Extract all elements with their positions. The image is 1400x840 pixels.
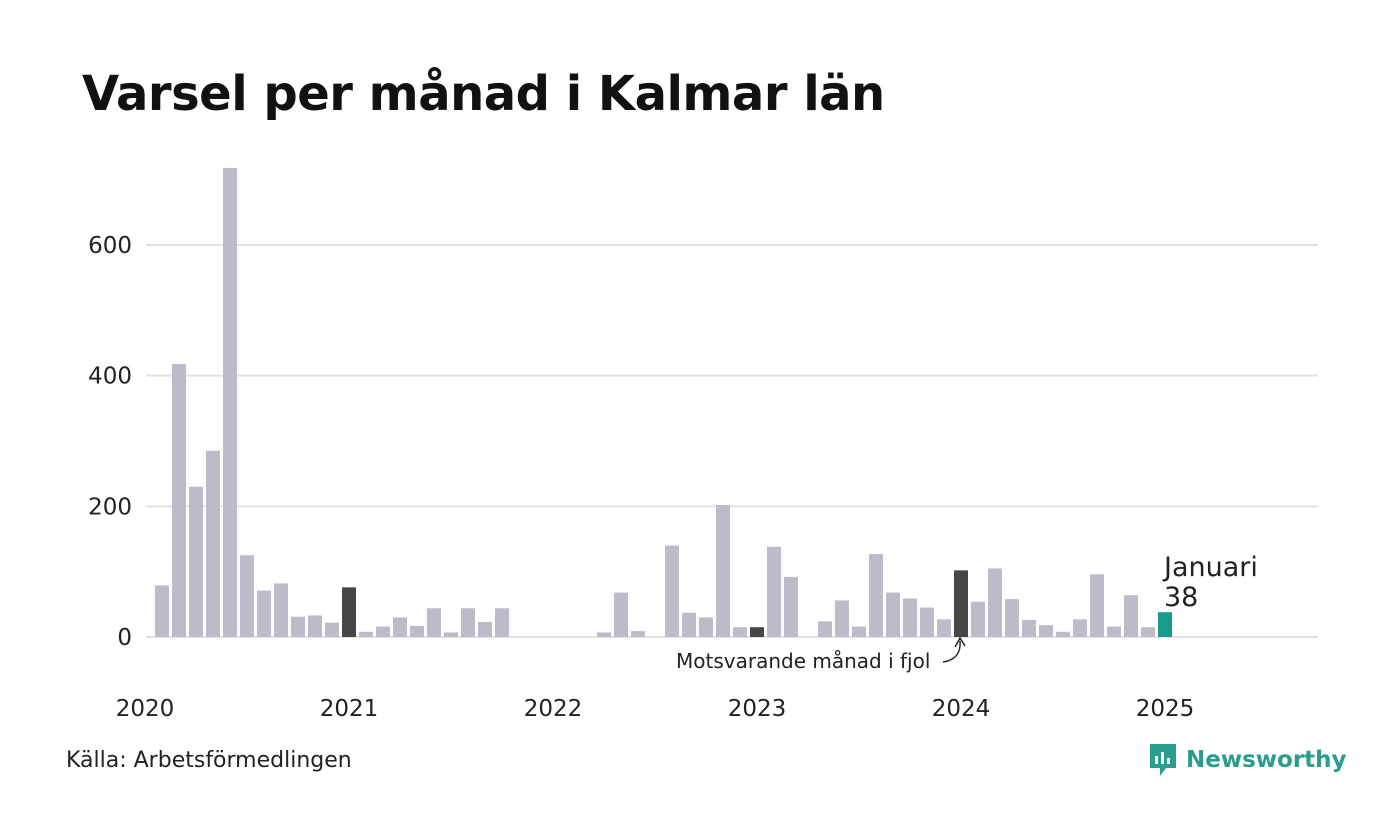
bar xyxy=(308,615,322,637)
bar xyxy=(393,617,407,637)
brand: Newsworthy xyxy=(1148,742,1347,778)
bar xyxy=(597,632,611,637)
bar xyxy=(614,592,628,637)
bar xyxy=(869,554,883,637)
bar xyxy=(886,592,900,637)
bar xyxy=(223,167,237,637)
bar xyxy=(172,363,186,637)
bar xyxy=(971,601,985,637)
bar xyxy=(1039,625,1053,637)
bar xyxy=(903,598,917,637)
y-tick-label: 200 xyxy=(88,494,132,520)
annotation-arrowhead xyxy=(954,636,966,648)
bar xyxy=(155,585,169,637)
bar-comparison xyxy=(750,627,764,637)
brand-name: Newsworthy xyxy=(1186,747,1347,773)
bar xyxy=(1073,619,1087,637)
bar xyxy=(1090,574,1104,637)
bar xyxy=(716,505,730,637)
x-tick-label: 2021 xyxy=(320,696,379,722)
bar-highlight xyxy=(1158,612,1172,637)
bar-comparison xyxy=(954,570,968,637)
bar xyxy=(1056,631,1070,637)
bar xyxy=(427,608,441,637)
bar xyxy=(461,608,475,637)
annotation-comparison: Motsvarande månad i fjol xyxy=(676,649,930,673)
bar-chart: 0 200 400 600 2020 2021 2022 2023 2024 2025 Mots… xyxy=(88,167,1318,722)
newsworthy-logo-icon xyxy=(1150,744,1176,776)
bar xyxy=(206,450,220,637)
bar xyxy=(325,622,339,637)
bar xyxy=(274,583,288,637)
gridlines xyxy=(146,244,1318,638)
x-tick-label: 2022 xyxy=(524,696,583,722)
chart-title: Varsel per månad i Kalmar län xyxy=(82,66,885,122)
bar xyxy=(1141,627,1155,637)
bar xyxy=(988,568,1002,637)
bar xyxy=(835,600,849,637)
annotation-arrow xyxy=(942,640,961,663)
bar xyxy=(699,617,713,637)
bar xyxy=(478,621,492,637)
bar xyxy=(631,631,645,637)
bar xyxy=(1107,626,1121,637)
bar xyxy=(937,619,951,637)
bar xyxy=(665,545,679,637)
bar xyxy=(920,607,934,637)
bar xyxy=(784,576,798,637)
bar xyxy=(410,625,424,637)
x-tick-label: 2024 xyxy=(932,696,991,722)
source-note: Källa: Arbetsförmedlingen xyxy=(66,748,352,773)
bar xyxy=(733,627,747,637)
y-tick-label: 0 xyxy=(117,625,132,651)
y-tick-label: 400 xyxy=(88,364,132,390)
bar xyxy=(359,631,373,637)
bar xyxy=(852,626,866,637)
bars xyxy=(155,167,1172,637)
bar xyxy=(1005,599,1019,637)
bar xyxy=(682,612,696,637)
bar xyxy=(257,590,271,637)
bar-comparison xyxy=(342,587,356,637)
bar xyxy=(444,632,458,637)
x-tick-label: 2025 xyxy=(1136,696,1195,722)
bar xyxy=(1124,595,1138,637)
y-axis-ticks: 0 200 400 600 xyxy=(88,233,132,651)
bar xyxy=(818,621,832,637)
highlight-value-label: 38 xyxy=(1164,582,1198,613)
annotations: Motsvarande månad i fjol Januari 38 xyxy=(676,552,1258,673)
bar xyxy=(189,486,203,637)
bar xyxy=(376,626,390,637)
x-axis-ticks: 2020 2021 2022 2023 2024 2025 xyxy=(116,696,1195,722)
y-tick-label: 600 xyxy=(88,233,132,259)
bar xyxy=(495,608,509,637)
highlight-month-label: Januari xyxy=(1162,552,1258,583)
bar xyxy=(240,555,254,637)
bar xyxy=(767,546,781,637)
bar xyxy=(291,616,305,637)
x-tick-label: 2020 xyxy=(116,696,175,722)
bar xyxy=(1022,620,1036,637)
x-tick-label: 2023 xyxy=(728,696,787,722)
